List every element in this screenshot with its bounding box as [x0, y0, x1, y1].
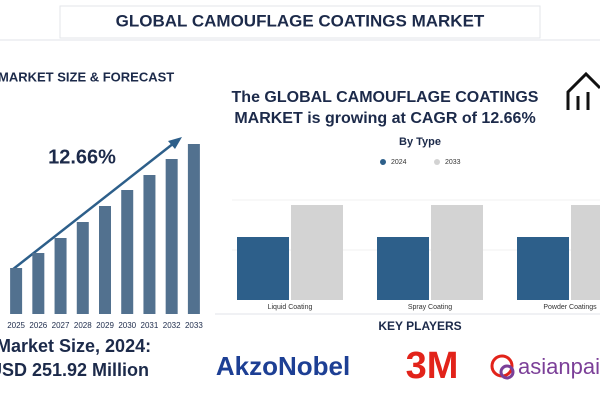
legend-marker [434, 159, 440, 165]
logo-asianpaints: asianpaints [518, 354, 600, 379]
x-tick-label: 2029 [96, 321, 114, 330]
x-tick-label: 2032 [163, 321, 181, 330]
headline: MARKET is growing at CAGR of 12.66% [234, 110, 535, 127]
building-icon [566, 71, 600, 110]
section-title: MARKET SIZE & FORECAST [0, 69, 174, 84]
key-players-title: KEY PLAYERS [378, 319, 461, 333]
bar [32, 253, 45, 314]
bar [187, 144, 200, 314]
bar [571, 205, 600, 300]
bar [121, 190, 134, 314]
bar [99, 206, 111, 314]
logo-akzonobel: AkzoNobel [216, 351, 350, 381]
bar [10, 268, 23, 314]
page-title: GLOBAL CAMOUFLAGE COATINGS MARKET [116, 11, 485, 30]
bar [76, 222, 89, 314]
title-box [59, 5, 541, 39]
bar [237, 237, 289, 300]
x-tick-label: 2025 [7, 321, 25, 330]
bar [54, 238, 67, 314]
legend-label: 2024 [391, 159, 407, 166]
x-tick-label: 2030 [118, 321, 136, 330]
x-tick-label: Powder Coatings [543, 304, 597, 311]
market-size-label: Market Size, 2024: [0, 336, 151, 356]
market-size-value: USD 251.92 Million [0, 360, 149, 380]
arrow-head [168, 137, 182, 149]
bar [377, 237, 429, 300]
cagr-label: 12.66% [48, 146, 116, 168]
x-tick-label: Liquid Coating [268, 304, 313, 311]
bar [165, 159, 178, 314]
chart-title: By Type [399, 136, 441, 148]
x-tick-label: 2027 [52, 321, 70, 330]
growth-arrow [11, 142, 175, 271]
bar [143, 175, 156, 314]
x-tick-label: Spray Coating [408, 304, 452, 311]
logo-3m: 3M [406, 345, 459, 387]
legend-label: 2033 [445, 159, 461, 166]
headline: The GLOBAL CAMOUFLAGE COATINGS [232, 89, 539, 106]
x-tick-label: 2028 [74, 321, 92, 330]
x-tick-label: 2033 [185, 321, 203, 330]
bar [517, 237, 569, 300]
bar [431, 205, 483, 300]
x-tick-label: 2026 [29, 321, 47, 330]
logo-icon [499, 364, 515, 380]
legend-marker [380, 159, 386, 165]
x-tick-label: 2031 [141, 321, 159, 330]
bar [291, 205, 343, 300]
